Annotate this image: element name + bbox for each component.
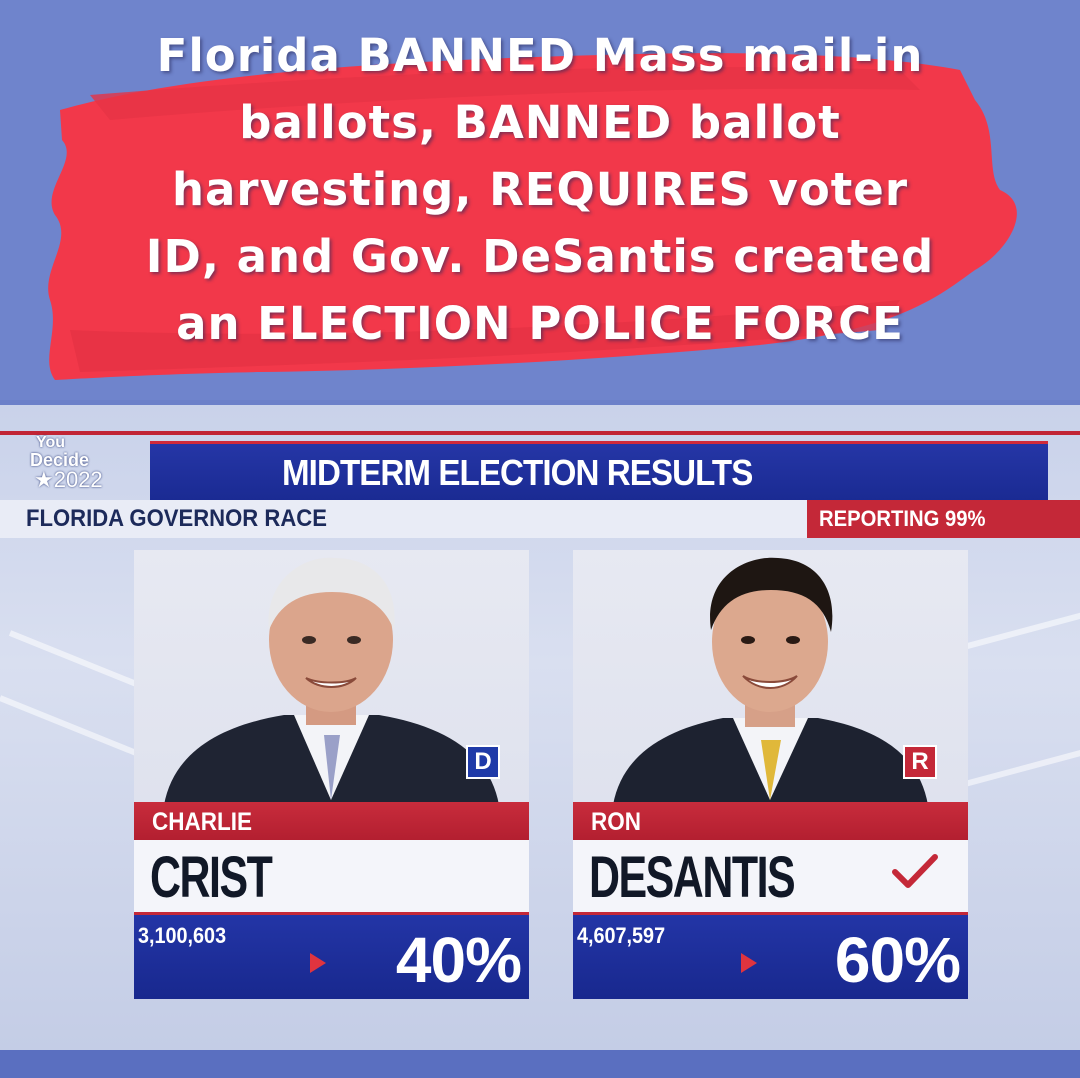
- first-name-bar: CHARLIE: [134, 802, 529, 840]
- caption-line: an ELECTION POLICE FORCE: [176, 297, 904, 350]
- decorative-stripe: [959, 611, 1080, 651]
- last-name: DESANTIS: [589, 845, 796, 910]
- first-name: CHARLIE: [152, 808, 252, 836]
- caption-line: ID, and Gov. DeSantis created: [145, 230, 935, 283]
- tv-screen: You Decide ★2022 MIDTERM ELECTION RESULT…: [0, 405, 1080, 1050]
- arrow-right-icon: [310, 953, 326, 973]
- last-name-bar: DESANTIS: [573, 840, 968, 912]
- decorative-stripe: [949, 748, 1080, 791]
- vote-percent: 40%: [395, 924, 522, 996]
- broadcast-title: MIDTERM ELECTION RESULTS: [282, 452, 753, 493]
- last-name-bar: CRIST: [134, 840, 529, 912]
- party-badge: R: [903, 745, 937, 779]
- caption-text: Florida BANNED Mass mail-in ballots, BAN…: [40, 22, 1040, 357]
- header-bar: MIDTERM ELECTION RESULTS: [150, 441, 1048, 502]
- vote-count: 3,100,603: [138, 923, 227, 948]
- logo-line: ★2022: [34, 467, 103, 492]
- portrait-illustration: [613, 557, 928, 805]
- last-name: CRIST: [150, 845, 273, 910]
- candidate-card-crist: D CHARLIE CRIST 3,100,603 40%: [134, 550, 529, 999]
- first-name: RON: [591, 808, 642, 836]
- votes-bar: 3,100,603 40%: [134, 912, 529, 999]
- portrait-illustration: [164, 557, 499, 805]
- votes-bar: 4,607,597 60%: [573, 912, 968, 999]
- reporting-label: REPORTING 99%: [819, 506, 986, 531]
- caption-line: ballots, BANNED ballot: [239, 96, 841, 149]
- you-decide-logo: You Decide ★2022: [24, 435, 144, 495]
- arrow-right-icon: [741, 953, 757, 973]
- vote-count: 4,607,597: [577, 923, 666, 948]
- candidate-card-desantis: R RON DESANTIS 4,607,597 60%: [573, 550, 968, 999]
- candidate-photo: R: [573, 550, 968, 805]
- red-brush-highlight: [48, 53, 1017, 380]
- candidate-photo: D: [134, 550, 529, 805]
- decorative-stripe: [0, 695, 141, 757]
- race-label: FLORIDA GOVERNOR RACE: [26, 505, 327, 532]
- logo-line: You: [36, 434, 66, 451]
- logo-line: Decide: [30, 450, 90, 470]
- top-red-strip: [0, 431, 1080, 435]
- first-name-bar: RON: [573, 802, 968, 840]
- winner-check-icon: [892, 854, 938, 888]
- party-badge: D: [466, 745, 500, 779]
- vote-percent: 60%: [834, 924, 961, 996]
- bottom-border: [0, 1050, 1080, 1078]
- reporting-badge: REPORTING 99%: [807, 500, 1080, 538]
- caption-line: harvesting, REQUIRES voter: [171, 163, 909, 216]
- caption-line: Florida BANNED Mass mail-in: [156, 29, 924, 82]
